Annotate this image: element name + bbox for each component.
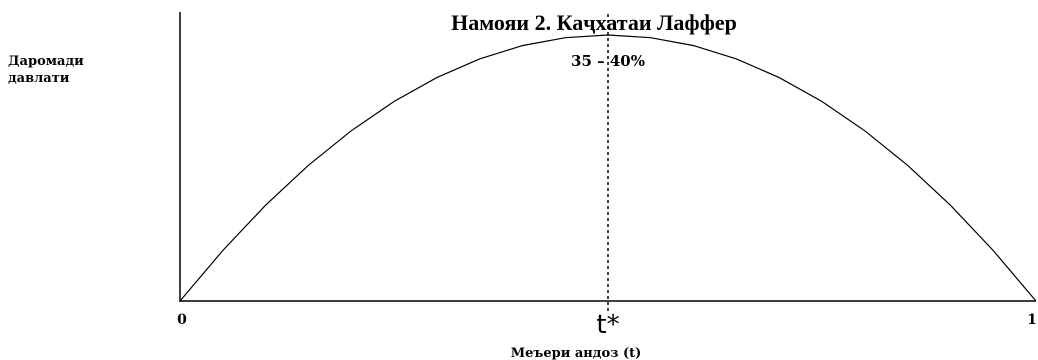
x-tick-label: t* (596, 310, 619, 340)
optimum-rate-label: 35 – 40% (571, 52, 645, 70)
x-tick-labels: 0 t* 1 (177, 310, 1037, 340)
x-tick-label: 1 (1027, 312, 1037, 328)
laffer-curve (179, 34, 1037, 302)
x-tick-label: 0 (177, 312, 187, 328)
chart-title: Намояи 2. Каҷхатаи Лаффер (451, 10, 737, 35)
x-axis-label: Меъери андоз (t) (511, 346, 642, 360)
y-axis-label-line-2: давлати (8, 71, 70, 86)
y-axis-label-line-1: Даромади (8, 54, 84, 69)
